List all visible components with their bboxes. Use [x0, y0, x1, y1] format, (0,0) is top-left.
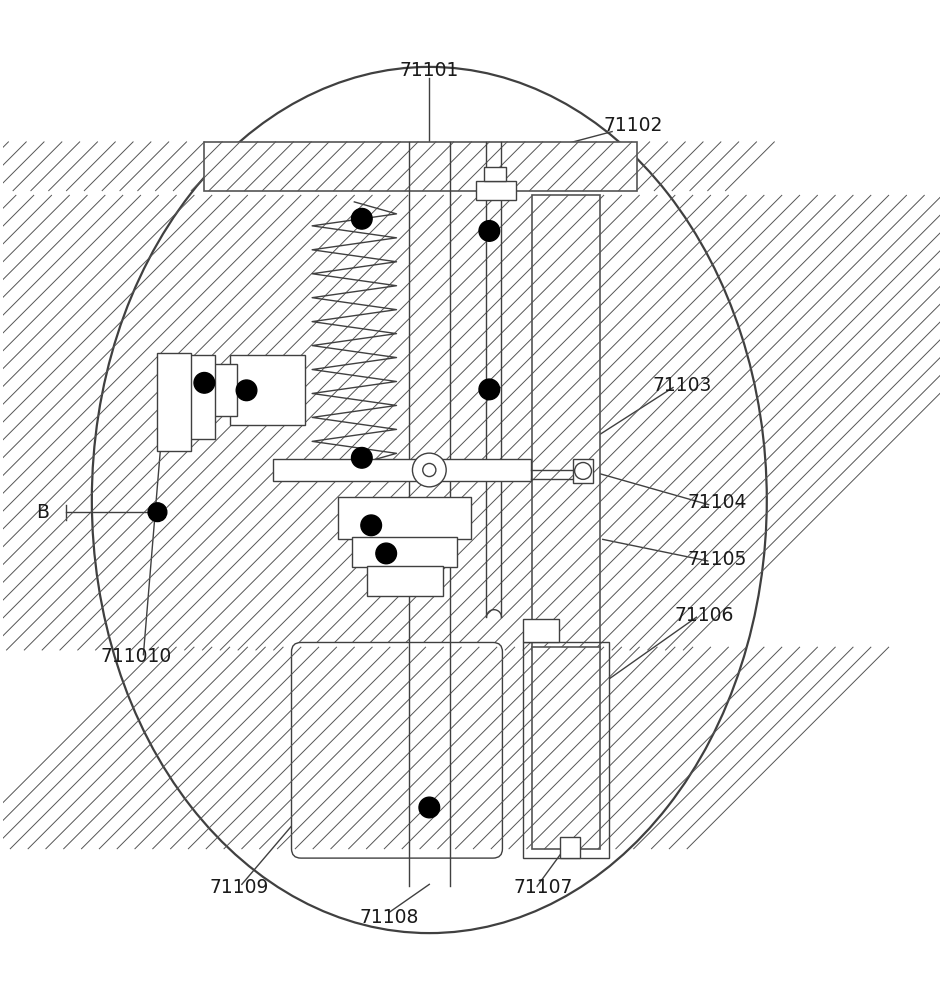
Text: 71109: 71109: [209, 878, 269, 897]
Circle shape: [412, 453, 446, 487]
Bar: [230, 355, 305, 425]
Text: B: B: [36, 503, 49, 522]
Bar: [339, 497, 472, 539]
Circle shape: [479, 379, 500, 400]
Circle shape: [361, 515, 382, 536]
Circle shape: [352, 208, 372, 229]
Bar: [523, 619, 558, 642]
Bar: [205, 142, 637, 191]
Circle shape: [236, 380, 256, 401]
Text: 71101: 71101: [400, 61, 459, 80]
Bar: [157, 353, 191, 451]
Text: 71105: 71105: [687, 550, 747, 569]
Text: 71103: 71103: [653, 376, 712, 395]
Circle shape: [352, 448, 372, 468]
Bar: [572, 459, 593, 483]
Circle shape: [419, 797, 439, 818]
Bar: [533, 647, 600, 849]
Bar: [559, 837, 580, 858]
Bar: [187, 355, 215, 439]
Text: 71108: 71108: [359, 908, 419, 927]
Bar: [353, 537, 457, 567]
Circle shape: [376, 543, 396, 564]
Bar: [367, 566, 443, 596]
Circle shape: [422, 463, 436, 477]
Text: 71106: 71106: [674, 606, 734, 625]
Bar: [523, 642, 609, 858]
Circle shape: [574, 463, 591, 479]
Text: 71107: 71107: [514, 878, 573, 897]
Bar: [273, 459, 531, 481]
Bar: [476, 181, 516, 200]
Circle shape: [479, 221, 500, 241]
Bar: [533, 195, 600, 650]
Text: 71104: 71104: [687, 493, 747, 512]
Bar: [484, 167, 506, 181]
Bar: [211, 364, 237, 416]
Text: 71102: 71102: [604, 116, 662, 135]
Circle shape: [148, 503, 167, 522]
FancyBboxPatch shape: [291, 642, 503, 858]
Text: 711010: 711010: [100, 647, 172, 666]
Circle shape: [194, 373, 215, 393]
